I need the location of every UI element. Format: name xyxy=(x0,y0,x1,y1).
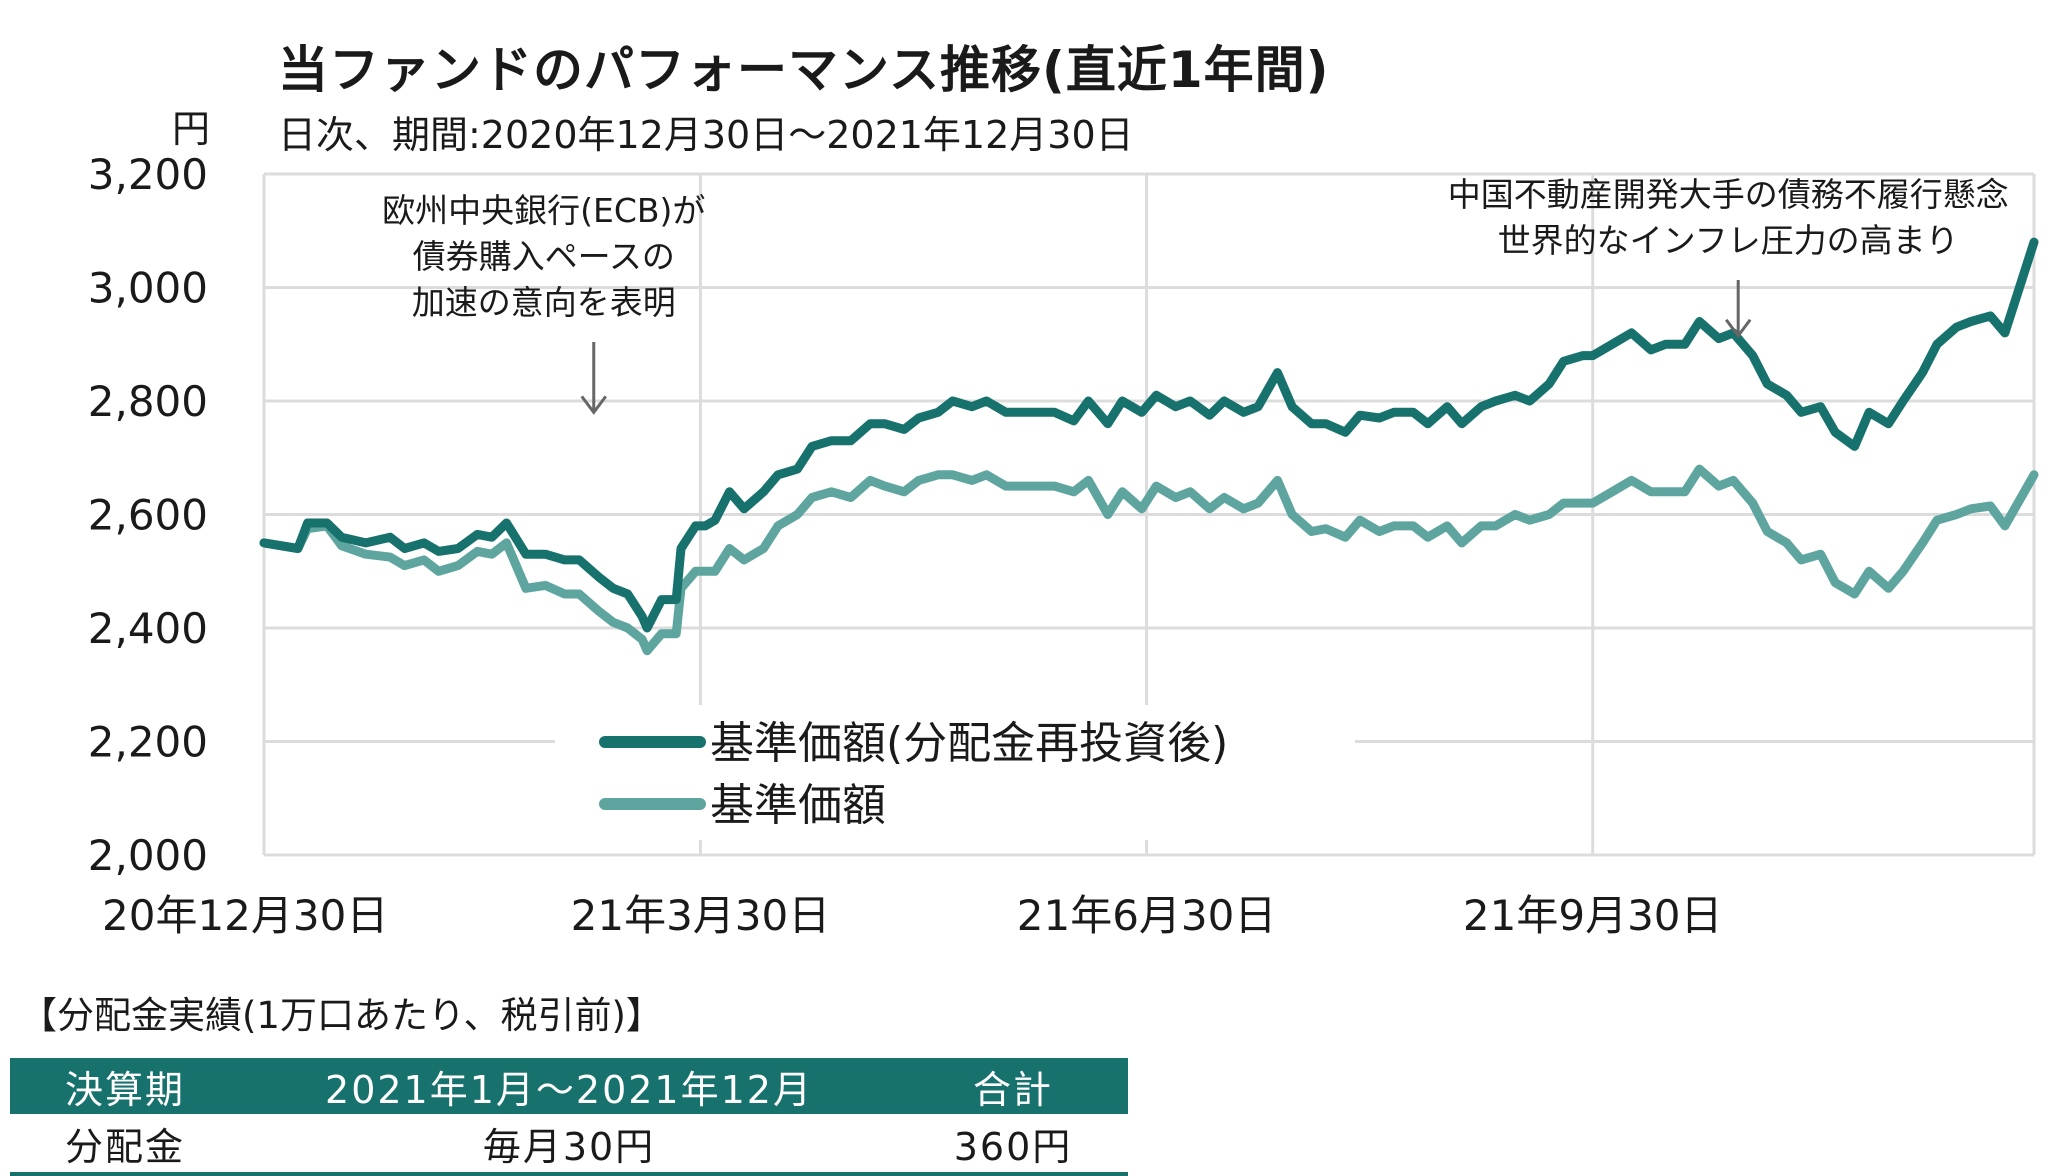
column-header-period: 決算期 xyxy=(10,1058,240,1114)
legend-label: 基準価額 xyxy=(710,780,886,831)
annotation-arrowhead xyxy=(580,395,607,415)
x-tick-label: 21年3月30日 xyxy=(571,891,831,940)
y-tick-label: 2,800 xyxy=(88,377,208,426)
legend-label: 基準価額(分配金再投資後) xyxy=(710,718,1228,769)
performance-chart: 3,200 3,000 2,800 2,600 2,400 2,200 2,000 20年1… xyxy=(88,150,2039,940)
row-label: 分配金 xyxy=(10,1114,240,1176)
y-tick-label: 3,200 xyxy=(88,150,208,199)
y-tick-label: 2,400 xyxy=(88,604,208,653)
annotation-arrowhead xyxy=(1724,318,1752,339)
annotation-text: 加速の意向を表明 xyxy=(412,283,676,322)
y-tick-label: 3,000 xyxy=(88,264,208,313)
x-tick-label: 21年9月30日 xyxy=(1463,891,1723,940)
chart-title: 当ファンドのパフォーマンス推移(直近1年間) xyxy=(278,41,1330,99)
column-header-total: 合計 xyxy=(898,1058,1128,1114)
chart-series xyxy=(259,237,2039,656)
annotation-text: 債券購入ペースの xyxy=(413,237,675,276)
table-row: 分配金 毎月30円 360円 xyxy=(10,1114,1128,1176)
x-tick-label: 20年12月30日 xyxy=(102,891,388,940)
y-tick-label: 2,200 xyxy=(88,718,208,767)
x-axis-ticks: 20年12月30日 21年3月30日 21年6月30日 21年9月30日 xyxy=(102,891,1723,940)
y-tick-label: 2,600 xyxy=(88,491,208,540)
annotation-text: 欧州中央銀行(ECB)が xyxy=(382,191,705,230)
y-axis-ticks: 3,200 3,000 2,800 2,600 2,400 2,200 2,000 xyxy=(88,150,208,880)
series-line xyxy=(259,237,2039,633)
chart-subtitle: 日次、期間:2020年12月30日～2021年12月30日 xyxy=(278,113,1134,157)
annotation-text: 世界的なインフレ圧力の高まり xyxy=(1498,221,1959,260)
column-header-range: 2021年1月～2021年12月 xyxy=(240,1058,898,1114)
series-line xyxy=(259,464,2039,656)
legend-background xyxy=(555,705,1355,840)
row-monthly-value: 毎月30円 xyxy=(240,1114,898,1176)
distribution-heading: 【分配金実績(1万口あたり、税引前)】 xyxy=(20,994,663,1037)
y-axis-unit: 円 xyxy=(172,107,211,151)
x-tick-label: 21年6月30日 xyxy=(1017,891,1277,940)
chart-legend: 基準価額(分配金再投資後) 基準価額 xyxy=(555,705,1355,840)
chart-grid xyxy=(262,172,2036,857)
distribution-header-row: 決算期 2021年1月～2021年12月 合計 xyxy=(10,1058,1128,1114)
y-tick-label: 2,000 xyxy=(88,831,208,880)
row-total-value: 360円 xyxy=(898,1114,1128,1176)
annotation-text: 中国不動産開発大手の債務不履行懸念 xyxy=(1448,175,2009,214)
distribution-table: 決算期 2021年1月～2021年12月 合計 分配金 毎月30円 360円 xyxy=(10,1058,1128,1176)
